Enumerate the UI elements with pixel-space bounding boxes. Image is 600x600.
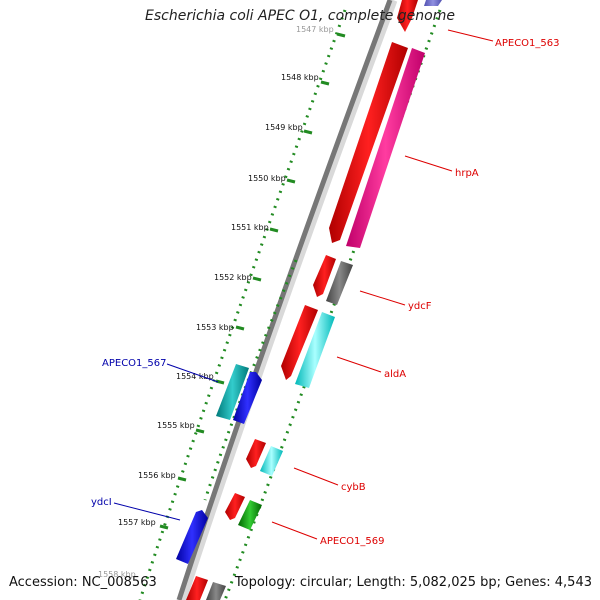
tick-label: 1558 kbp <box>98 570 136 579</box>
gene-feature <box>397 0 418 32</box>
gene-feature <box>233 372 262 424</box>
accession-text: Accession: NC_008563 <box>9 575 157 590</box>
gene-feature <box>246 439 266 468</box>
tick-label: 1552 kbp <box>214 273 252 282</box>
leader-line <box>404 155 453 172</box>
tick-label: 1551 kbp <box>231 223 269 232</box>
gene-feature <box>313 255 336 297</box>
gene-label: ydcF <box>408 301 432 312</box>
tick-label: 1550 kbp <box>248 174 286 183</box>
gene-feature <box>176 510 208 564</box>
tick-labels: 1547 kbp 1548 kbp 1549 kbp 1550 kbp 1551… <box>98 25 334 579</box>
gene-feature <box>186 576 208 600</box>
tick-ruler-inner <box>138 9 347 600</box>
tick-label: 1557 kbp <box>118 518 156 527</box>
gene-feature <box>216 364 249 420</box>
gene-labels: APECO1_563 hrpA ydcF aldA APECO1_567 cyb… <box>91 38 560 547</box>
gene-label: APECO1_569 <box>320 536 385 547</box>
leader-line <box>293 467 339 486</box>
gene-feature <box>424 0 442 6</box>
genome-backbone <box>176 0 393 600</box>
gene-label: ydcI <box>91 497 112 508</box>
gene-feature <box>326 261 353 305</box>
leader-line <box>271 521 318 540</box>
label-leaders <box>113 29 494 540</box>
gene-label: aldA <box>384 369 406 380</box>
gene-features <box>176 0 442 600</box>
leader-line <box>336 356 382 373</box>
gene-feature <box>225 493 245 520</box>
gene-label: cybB <box>341 482 366 493</box>
genome-backbone-shadow <box>177 0 398 600</box>
gene-label: hrpA <box>455 168 479 179</box>
leader-line <box>166 363 219 383</box>
leader-line <box>359 290 406 306</box>
gene-feature <box>346 48 425 248</box>
tick-label: 1549 kbp <box>265 123 303 132</box>
gene-feature <box>206 582 226 600</box>
tick-label: 1555 kbp <box>157 421 195 430</box>
gene-label: APECO1_567 <box>102 358 167 369</box>
leader-line <box>447 29 494 42</box>
gene-feature <box>295 312 335 388</box>
tick-label: 1547 kbp <box>296 25 334 34</box>
gene-feature <box>238 500 262 530</box>
topology-text: Topology: circular; Length: 5,082,025 bp… <box>234 575 592 590</box>
tick-label: 1556 kbp <box>138 471 176 480</box>
tick-label: 1554 kbp <box>176 372 214 381</box>
map-title: Escherichia coli APEC O1, complete genom… <box>145 8 455 24</box>
gene-feature <box>281 305 318 380</box>
gene-feature <box>329 42 408 243</box>
gene-feature <box>260 446 283 476</box>
tick-label: 1553 kbp <box>196 323 234 332</box>
tick-marks <box>159 32 346 530</box>
tick-label: 1548 kbp <box>281 73 319 82</box>
gene-label: APECO1_563 <box>495 38 560 49</box>
leader-line <box>113 502 181 521</box>
